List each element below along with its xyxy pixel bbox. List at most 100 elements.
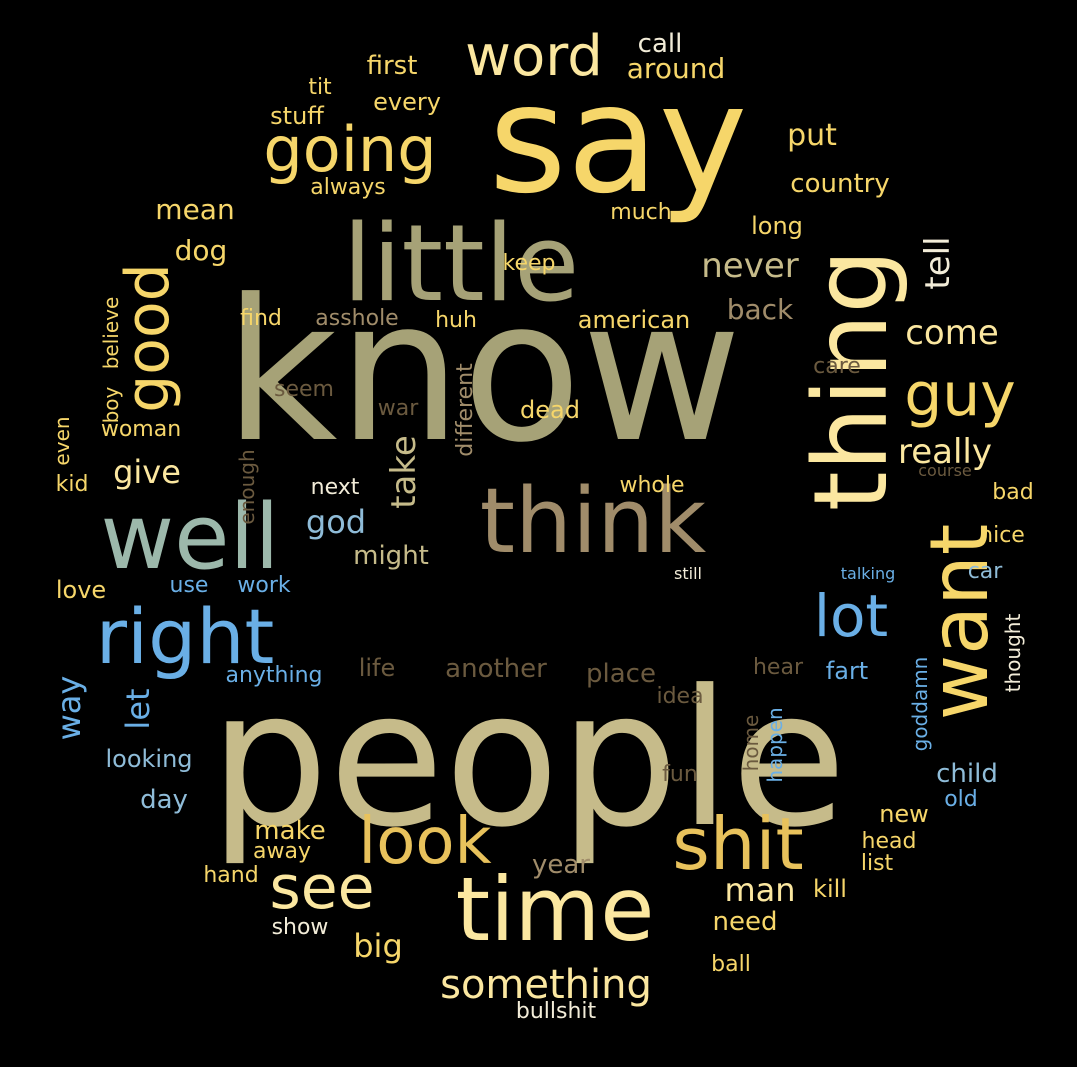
word-going: going [263,113,437,186]
word-seem: seem [274,377,334,402]
word-enough: enough [235,449,259,525]
word-shit: shit [672,802,804,886]
word-care: care [813,354,861,379]
word-woman: woman [100,417,182,442]
word-keep: keep [502,251,556,276]
word-give: give [113,453,181,491]
word-place: place [586,659,656,689]
word-know: know [224,258,742,486]
word-lot: lot [813,582,889,650]
word-talking: talking [840,564,896,583]
word-believe: believe [99,296,123,370]
word-list: list [860,851,894,876]
word-big: big [353,927,403,965]
word-people: people [209,650,847,869]
word-country: country [790,169,890,199]
word-find: find [240,306,282,331]
word-day: day [140,785,188,815]
word-new: new [879,800,929,828]
word-away: away [253,839,311,864]
word-head: head [861,829,917,854]
word-year: year [531,850,591,880]
word-bullshit: bullshit [515,999,597,1024]
word-right: right [95,592,275,681]
word-around: around [626,52,726,85]
word-use: use [169,573,209,598]
word-god: god [305,503,367,541]
word-guy: guy [904,360,1016,430]
word-make: make [254,816,326,846]
word-take: take [384,435,424,509]
word-see: see [269,853,375,923]
word-car: car [967,559,1003,584]
word-word: word [465,24,603,89]
word-hear: hear [752,655,804,680]
word-goddamn: goddamn [908,656,932,752]
word-another: another [445,654,547,684]
word-war: war [377,396,419,421]
word-back: back [726,293,794,326]
word-dead: dead [520,396,580,424]
word-come: come [905,313,999,353]
word-whole: whole [619,473,685,498]
word-hand: hand [203,863,259,888]
word-tell: tell [918,236,958,290]
word-little: little [342,202,580,325]
word-say: say [488,53,748,227]
word-something: something [440,962,652,1008]
word-let: let [119,688,157,730]
word-happen: happen [763,707,787,783]
word-nice: nice [979,523,1025,548]
word-life: life [358,654,396,682]
word-tit: tit [308,75,332,100]
word-man: man [724,871,796,909]
word-long: long [751,212,803,240]
word-put: put [787,118,837,153]
word-kid: kid [55,472,89,497]
word-way: way [50,675,88,741]
word-much: much [610,200,672,225]
word-want: want [913,523,1006,721]
word-stuff: stuff [270,102,324,130]
word-anything: anything [225,663,323,688]
word-looking: looking [105,745,193,773]
word-child: child [936,759,998,789]
word-still: still [674,564,702,583]
word-might: might [353,541,429,571]
word-mean: mean [155,193,235,226]
word-fart: fart [825,657,869,685]
word-course: course [918,461,972,480]
word-good: good [113,263,183,413]
word-really: really [898,432,992,472]
word-old: old [944,787,978,812]
word-thing: thing [792,248,911,512]
word-love: love [55,576,107,604]
word-think: think [479,469,707,574]
word-different: different [453,363,478,457]
word-fun: fun [662,762,698,787]
word-huh: huh [435,308,477,333]
word-idea: idea [656,684,704,709]
word-next: next [310,475,360,500]
word-call: call [637,29,683,59]
word-work: work [237,573,291,598]
word-american: american [577,306,691,334]
word-first: first [366,51,418,81]
word-even: even [50,416,74,466]
word-time: time [455,858,655,961]
word-need: need [712,907,778,937]
word-well: well [100,485,280,590]
word-never: never [701,246,799,286]
word-home: home [739,714,763,772]
word-kill: kill [813,875,847,903]
word-show: show [271,915,329,940]
word-thought: thought [1001,613,1025,693]
word-always: always [310,175,386,200]
word-asshole: asshole [315,306,399,331]
word-look: look [358,805,492,879]
word-dog: dog [174,234,228,267]
word-ball: ball [711,952,751,977]
word-bad: bad [992,480,1034,505]
word-every: every [373,88,441,116]
